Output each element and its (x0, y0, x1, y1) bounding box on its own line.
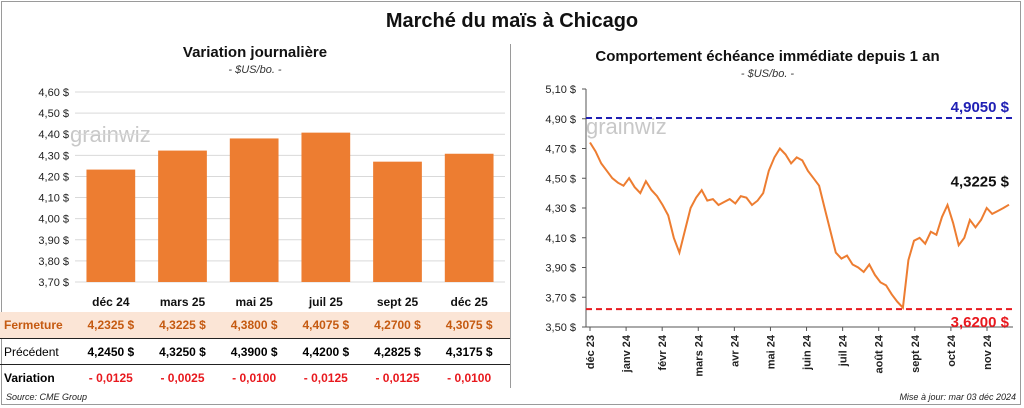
y-tick-label: 4,50 $ (545, 173, 576, 185)
y-tick-label: 5,10 $ (545, 84, 576, 96)
last-value-label: 4,3225 $ (951, 174, 1010, 191)
row-label-fermeture: Fermeture (4, 318, 63, 332)
y-tick-label: 3,90 $ (38, 235, 69, 247)
x-tick-label: mai 25 (235, 295, 273, 309)
x-tick-label: oct 24 (946, 334, 958, 367)
table-cell: - 0,0125 (303, 371, 348, 385)
bar (373, 161, 422, 282)
main-title: Marché du maïs à Chicago (385, 10, 639, 32)
x-tick-label: févr 24 (657, 334, 669, 370)
row-label-precedent: Précédent (4, 345, 59, 359)
x-tick-label: déc 24 (92, 295, 130, 309)
x-tick-label: juil 25 (308, 295, 343, 309)
y-tick-label: 3,80 $ (38, 256, 69, 268)
x-tick-label: déc 23 (585, 335, 597, 369)
x-tick-label: avr 24 (729, 334, 741, 367)
bar (86, 169, 136, 282)
y-tick-label: 4,60 $ (38, 87, 69, 99)
y-tick-label: 4,50 $ (38, 108, 69, 120)
reference-label: 3,6200 $ (951, 314, 1010, 331)
table-cell: - 0,0100 (447, 371, 492, 385)
table-cell: 4,2700 $ (374, 318, 421, 332)
table-cell: 4,3225 $ (159, 318, 206, 332)
left-panel-title: Variation journalière (182, 44, 328, 61)
y-tick-label: 4,30 $ (38, 150, 69, 162)
table-cell: 4,4200 $ (302, 345, 350, 359)
table-row-precedent: Précédent 4,2450 $ 4,3250 $ 4,3900 $ 4,4200… (0, 338, 510, 365)
table-cell: 4,2450 $ (87, 345, 135, 359)
x-tick-label: sept 25 (377, 295, 419, 309)
panel-divider (510, 44, 511, 388)
x-tick-label: sept 24 (910, 334, 922, 373)
y-tick-label: 4,10 $ (38, 193, 69, 205)
right-panel-subtitle: - $US/bo. - (740, 68, 795, 80)
x-tick-label: mai 24 (765, 334, 777, 369)
bar (444, 153, 494, 282)
x-tick-label: janv 24 (621, 334, 633, 373)
y-tick-label: 4,20 $ (38, 171, 69, 183)
table-cell: - 0,0100 (232, 371, 277, 385)
y-tick-label: 3,50 $ (545, 322, 576, 334)
series-line (589, 141, 1010, 310)
y-tick-label: 4,40 $ (38, 129, 69, 141)
x-tick-label: nov 24 (982, 334, 994, 370)
row-label-variation: Variation (4, 371, 55, 385)
bar (229, 138, 279, 282)
table-cell: 4,3075 $ (445, 318, 493, 332)
x-tick-label: déc 25 (450, 295, 488, 309)
table-row-fermeture: Fermeture 4,2325 $ 4,3225 $ 4,3800 $ 4,4075… (0, 312, 510, 338)
left-panel-subtitle: - $US/bo. - (228, 64, 282, 76)
table-cell: 4,3175 $ (445, 345, 493, 359)
table-cell: - 0,0125 (375, 371, 420, 385)
table-cell: 4,4075 $ (302, 318, 350, 332)
bar-chart: grainwiz 3,70 $3,80 $3,90 $4,00 $4,10 $4… (38, 87, 505, 309)
y-tick-label: 3,90 $ (545, 263, 576, 275)
y-tick-label: 4,70 $ (545, 144, 576, 156)
x-tick-label: mars 24 (693, 334, 705, 376)
x-tick-label: juin 24 (802, 334, 814, 371)
x-tick-label: mars 25 (160, 295, 206, 309)
right-panel-title: Comportement échéance immédiate depuis 1… (595, 48, 940, 65)
table-cell: 4,3250 $ (159, 345, 206, 359)
table-cell: 4,3900 $ (230, 345, 278, 359)
table-cell: 4,2325 $ (87, 318, 135, 332)
y-tick-label: 4,10 $ (545, 233, 576, 245)
table-cell: 4,3800 $ (230, 318, 278, 332)
reference-label: 4,9050 $ (951, 99, 1010, 116)
y-tick-label: 4,00 $ (38, 214, 69, 226)
table-row-variation: Variation - 0,0125 - 0,0025 - 0,0100 - 0,01… (0, 364, 510, 391)
y-tick-label: 4,30 $ (545, 203, 576, 215)
table-cell: 4,2825 $ (374, 345, 421, 359)
x-tick-label: juil 24 (838, 334, 850, 367)
line-chart: grainwiz 3,50 $3,70 $3,90 $4,10 $4,30 $4… (545, 84, 1013, 377)
table-cell: - 0,0125 (88, 371, 133, 385)
y-tick-label: 3,70 $ (38, 277, 69, 289)
bar (301, 132, 351, 282)
x-tick-label: août 24 (874, 334, 886, 373)
update-note: Mise à jour: mar 03 déc 2024 (899, 392, 1016, 402)
y-tick-label: 4,90 $ (545, 114, 576, 126)
bar (158, 150, 207, 282)
table-cell: - 0,0025 (160, 371, 205, 385)
y-tick-label: 3,70 $ (545, 292, 576, 304)
source-note: Source: CME Group (6, 392, 88, 402)
